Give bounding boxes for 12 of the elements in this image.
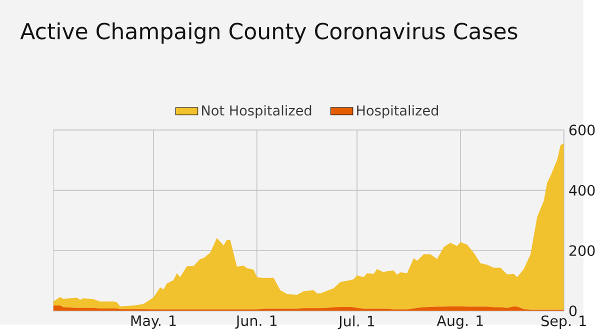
x-tick-label: Jul. 1	[338, 315, 374, 329]
x-tick-label: Sep. 1	[542, 315, 586, 329]
y-tick-label: 200	[569, 244, 595, 256]
x-tick-label: May. 1	[131, 315, 176, 329]
legend-label: Not Hospitalized	[202, 104, 312, 118]
chart-title: Active Champaign County Coronavirus Cases	[20, 22, 518, 44]
y-tick-label: 600	[569, 124, 595, 136]
x-tick-label: Aug. 1	[436, 315, 483, 329]
y-tick-label: 400	[569, 184, 595, 196]
legend-label: Hospitalized	[357, 104, 438, 118]
x-tick-label: Jun. 1	[235, 315, 277, 328]
y-tick-label: 0	[569, 305, 577, 316]
